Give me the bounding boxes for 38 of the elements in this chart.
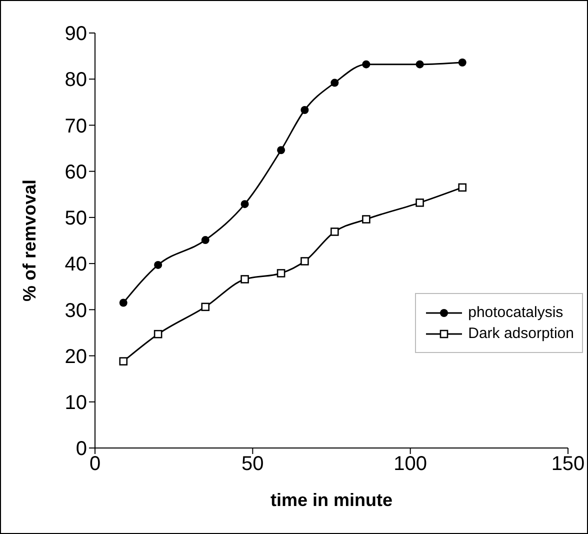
point [416,60,424,68]
point [119,298,128,307]
point [458,58,466,67]
legend-label: Dark adsorption [468,325,574,342]
y-tick-label: 80 [64,69,87,92]
point [277,146,286,154]
point [201,302,210,312]
point [201,236,210,244]
legend-label: photocatalysis [468,304,564,321]
x-tick-label: 150 [551,453,585,476]
x-axis-title: time in minute [270,490,393,510]
point [300,257,309,266]
x-tick-label: 0 [89,453,101,476]
point [458,183,467,192]
point [276,269,286,278]
y-tick-label: 40 [64,254,87,276]
point [240,200,249,208]
point [362,60,370,68]
point [330,78,339,87]
point [300,106,309,114]
point [416,198,424,207]
point [154,260,162,269]
y-tick-label: 30 [64,300,87,322]
y-tick-label: 50 [64,208,87,230]
point [362,215,370,224]
point [330,228,339,236]
y-tick-label: 0 [76,438,87,460]
y-tick-label: 20 [64,346,87,368]
y-tick-label: 10 [64,392,87,414]
x-tick-label: 100 [394,453,428,476]
point [240,275,249,284]
point [154,330,162,338]
point [119,357,128,366]
y-tick-label: 90 [64,23,87,46]
y-tick-label: 70 [64,115,87,138]
y-tick-label: 60 [64,161,87,184]
y-axis-title: % of remvoval [19,179,40,302]
x-tick-label: 50 [242,453,264,476]
